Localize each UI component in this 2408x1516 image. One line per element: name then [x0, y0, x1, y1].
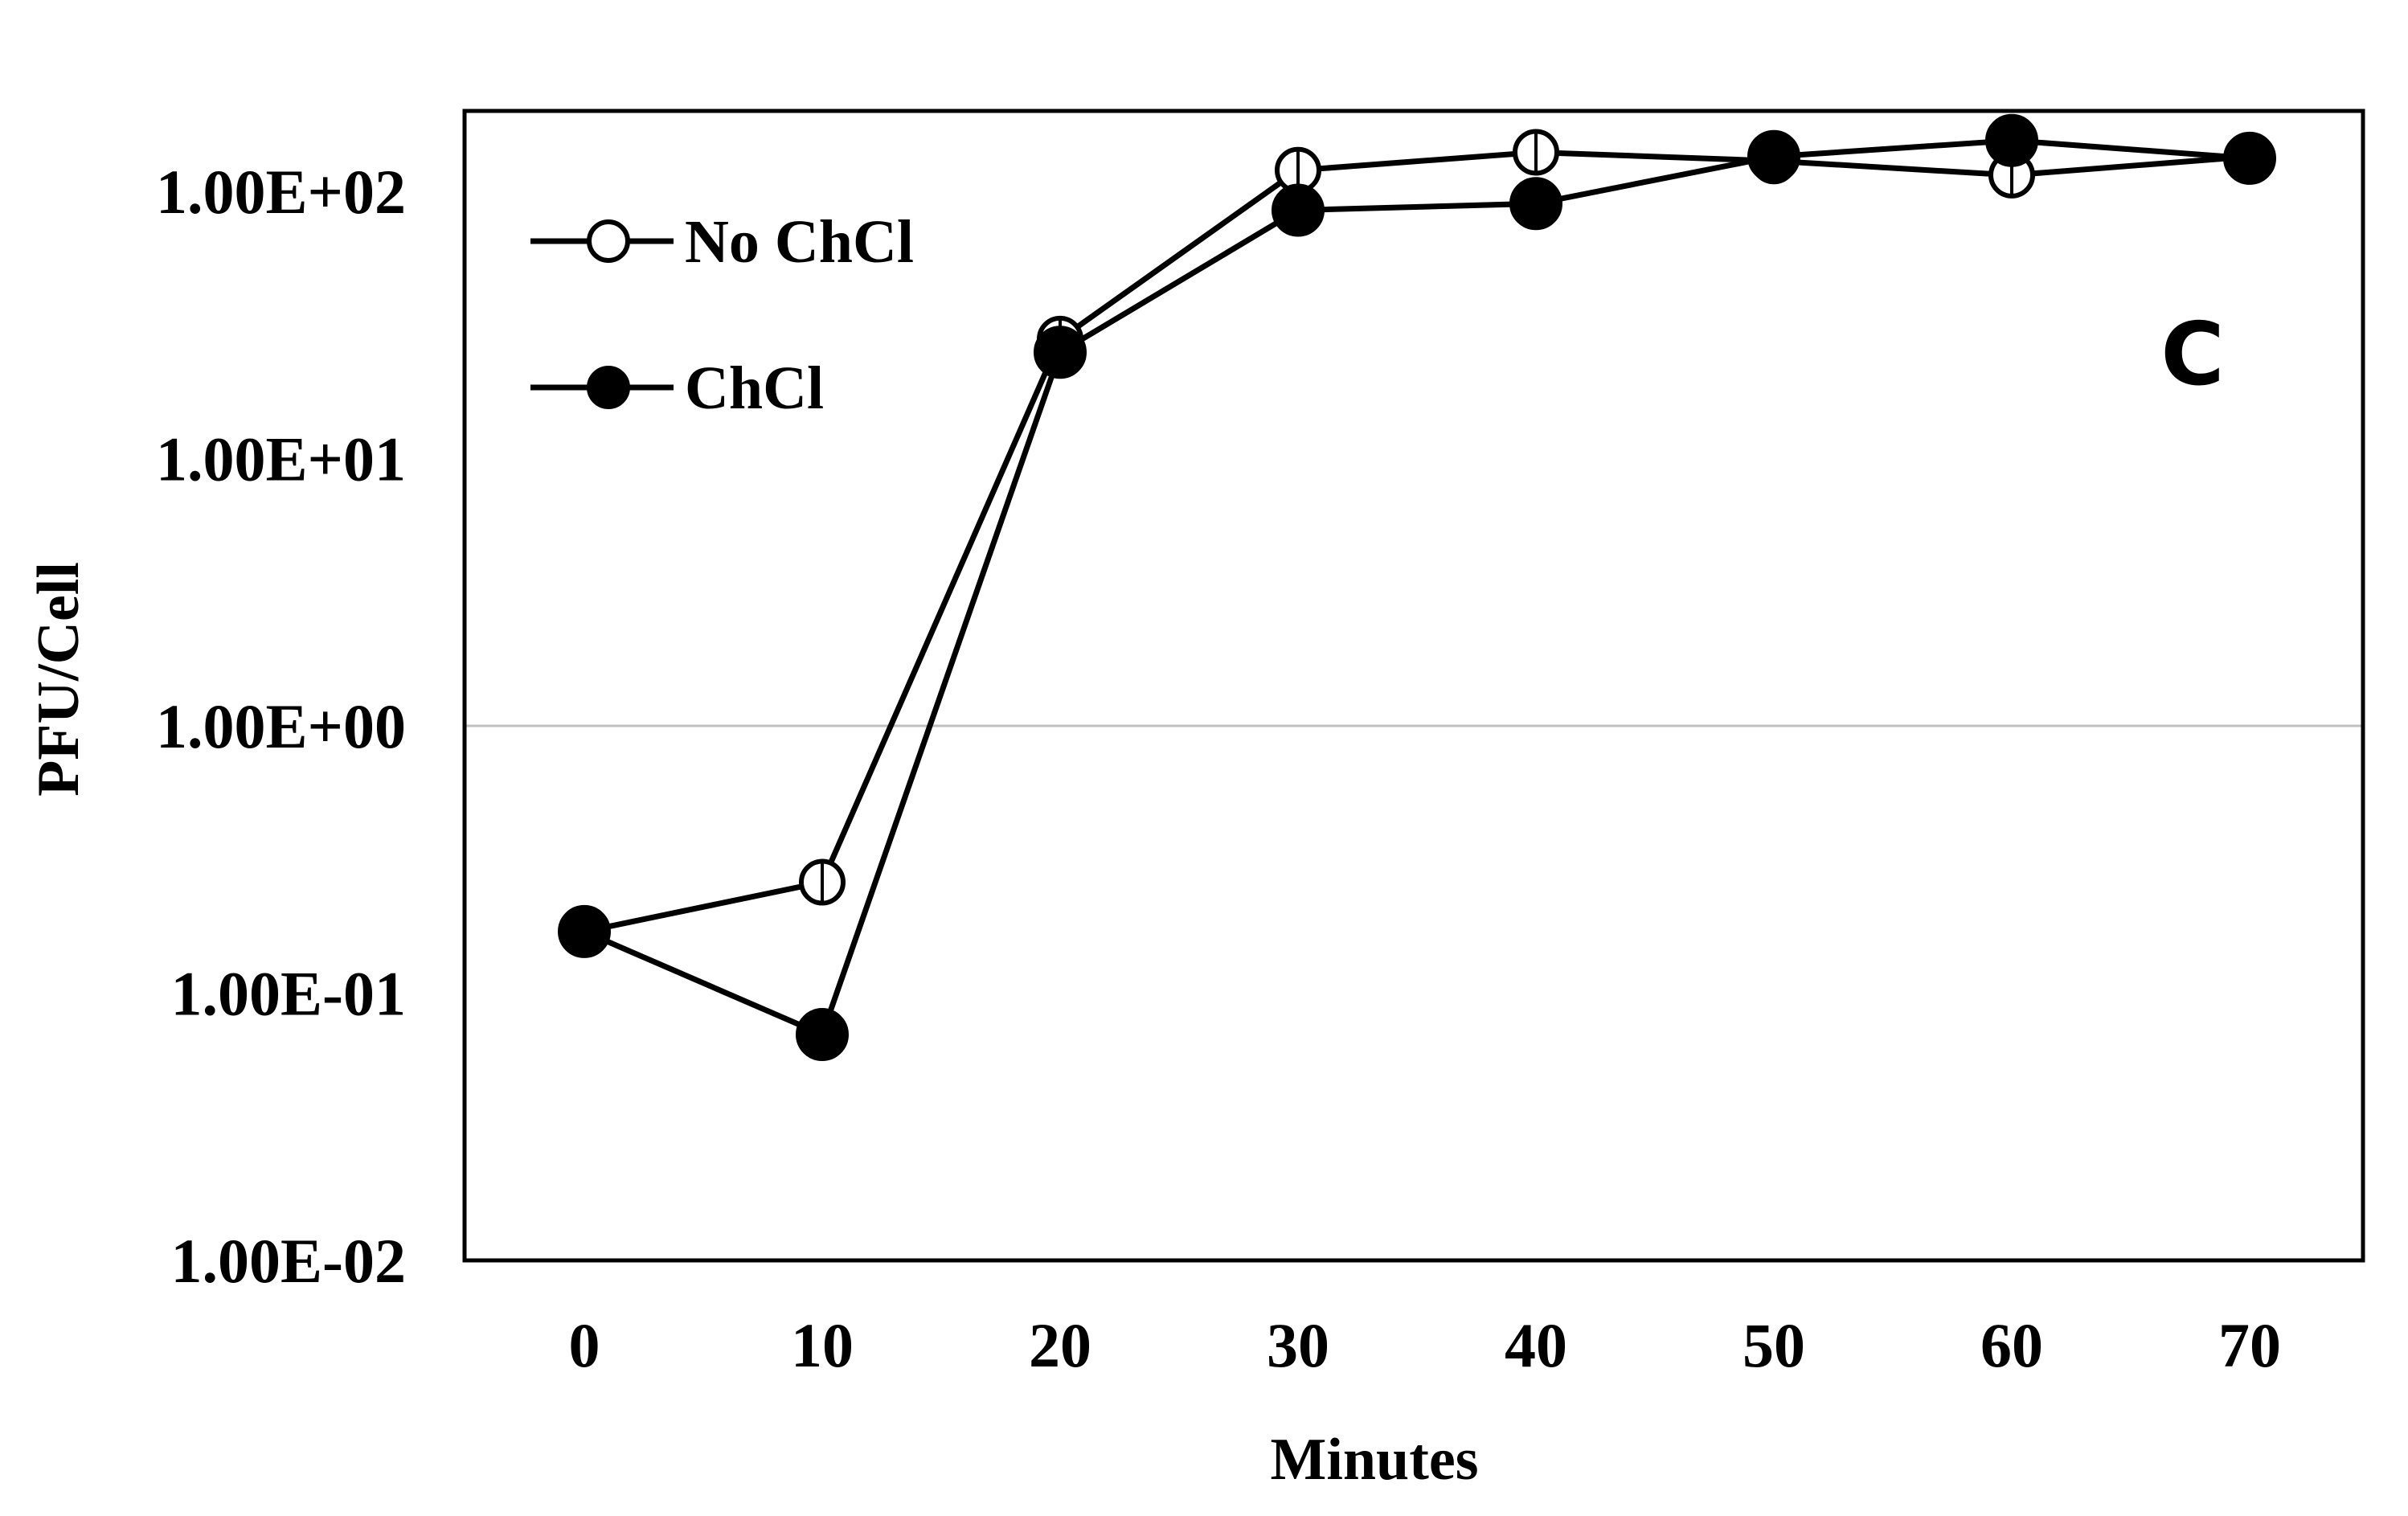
- data-point-chcl: [1509, 177, 1562, 231]
- data-point-chcl: [1985, 113, 2038, 167]
- series-chcl: [583, 137, 2250, 1038]
- data-point-chcl: [558, 904, 611, 958]
- x-tick-label: 30: [1267, 1310, 1329, 1380]
- series-line-no-chcl: [584, 150, 2250, 935]
- x-tick-label: 50: [1743, 1310, 1805, 1380]
- x-tick-label: 0: [569, 1310, 600, 1380]
- data-series: [558, 113, 2276, 1062]
- data-point-chcl: [1034, 326, 1087, 379]
- x-axis-title: Minutes: [1271, 1427, 1479, 1493]
- legend-marker-no-chcl: [587, 219, 630, 263]
- y-tick-label: 1.00E-02: [171, 1226, 407, 1296]
- x-tick-label: 20: [1029, 1310, 1091, 1380]
- y-axis-ticks: 1.00E-02 1.00E-01 1.00E+00 1.00E+01 1.00E+02: [156, 157, 406, 1296]
- x-tick-label: 10: [791, 1310, 854, 1380]
- y-tick-label: 1.00E+00: [156, 691, 406, 761]
- y-tick-label: 1.00E+01: [156, 424, 406, 494]
- legend-marker-chcl: [587, 366, 630, 409]
- y-tick-label: 1.00E-01: [171, 959, 407, 1029]
- data-point-chcl: [1747, 129, 1800, 183]
- plot-area-frame: [462, 109, 2365, 1263]
- series-line-chcl: [583, 137, 2250, 1038]
- y-tick-label: 1.00E+02: [156, 157, 406, 227]
- x-tick-label: 60: [1980, 1310, 2043, 1380]
- data-point-chcl: [2223, 131, 2276, 185]
- x-tick-label: 70: [2218, 1310, 2281, 1380]
- x-tick-label: 40: [1505, 1310, 1567, 1380]
- data-point-chcl: [796, 1008, 849, 1062]
- panel-label: C: [2160, 305, 2224, 405]
- legend-item-chcl: ChCl: [530, 354, 824, 422]
- y-axis-title: PFU/Cell: [26, 562, 92, 797]
- x-axis-ticks: 0 10 20 30 40 50 60 70: [569, 1310, 2282, 1380]
- legend: No ChCl ChCl: [530, 208, 914, 422]
- legend-item-no-chcl: No ChCl: [530, 208, 914, 276]
- series-no-chcl: [584, 150, 2250, 935]
- data-point-chcl: [1272, 183, 1325, 237]
- legend-label-chcl: ChCl: [685, 354, 824, 422]
- legend-label-no-chcl: No ChCl: [685, 208, 914, 276]
